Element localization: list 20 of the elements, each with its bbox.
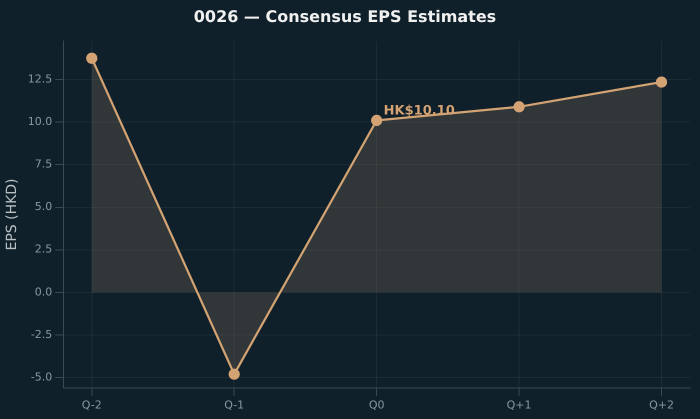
y-tick-label: 10.0 (28, 114, 52, 128)
x-tick-label: Q0 (368, 398, 384, 412)
y-tick-label: -5.0 (30, 370, 52, 384)
y-tick-label: 7.5 (34, 158, 52, 171)
point (371, 114, 382, 126)
chart-title: 0026 — Consensus EPS Estimates (194, 6, 496, 26)
y-axis-title: EPS (HKD) (4, 178, 20, 251)
point (513, 101, 525, 112)
point (86, 52, 98, 64)
x-tick-label: Q+1 (506, 398, 532, 412)
x-tick-label: Q-1 (224, 398, 244, 412)
y-tick-label: 2.5 (34, 242, 52, 256)
x-tick-label: Q-2 (82, 398, 102, 412)
y-tick-label: 0.0 (34, 285, 52, 298)
x-tick-label: Q+2 (649, 398, 674, 412)
point (228, 368, 240, 380)
y-tick-label: -2.5 (30, 328, 52, 341)
y-tick-label: 5.0 (34, 200, 52, 214)
point (656, 76, 668, 88)
y-tick-label: 12.5 (28, 72, 52, 86)
